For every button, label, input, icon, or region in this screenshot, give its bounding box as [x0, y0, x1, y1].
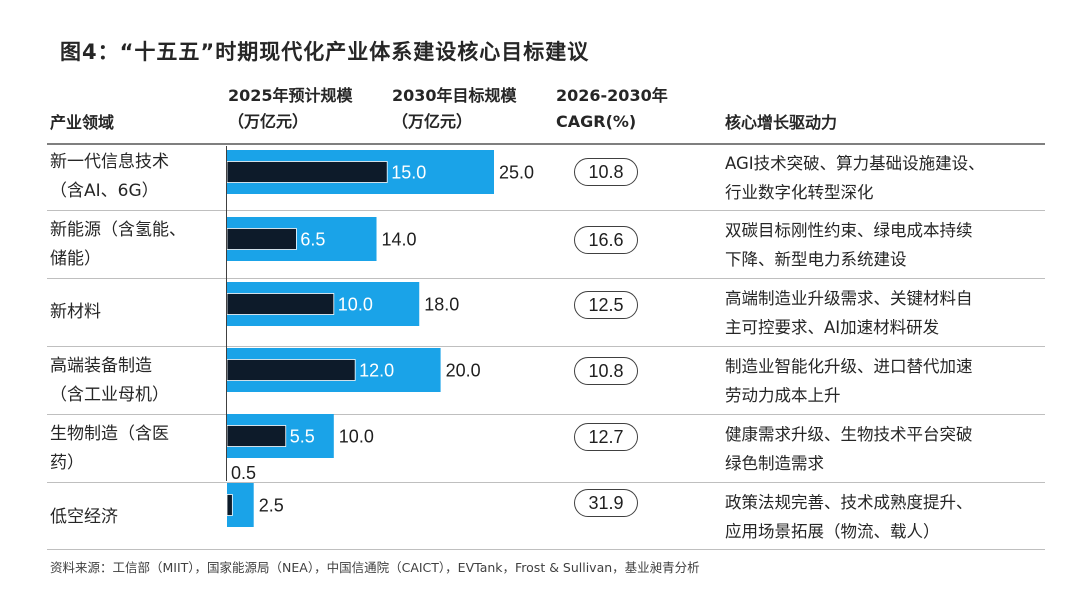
row-divider — [47, 482, 1045, 483]
header-drivers: 核心增长驱动力 — [725, 110, 837, 136]
source-note: 资料来源：工信部（MIIT），国家能源局（NEA），中国信通院（CAICT），E… — [50, 560, 700, 575]
row-label-line1: 高端装备制造 — [50, 356, 152, 376]
table-bottom-divider — [47, 549, 1045, 550]
bar-2025-value-label: 0.5 — [231, 463, 256, 483]
cagr-pill: 10.8 — [574, 158, 638, 186]
row-label-line1: 低空经济 — [50, 507, 118, 527]
header-domain-label: 产业领域 — [50, 113, 115, 132]
header-2030-line2: （万亿元） — [392, 112, 473, 131]
driver-line2: 绿色制造需求 — [725, 454, 824, 473]
cagr-pill: 12.5 — [574, 291, 638, 319]
bar-2025-value-label: 5.5 — [290, 427, 315, 447]
row-divider — [47, 414, 1045, 415]
header-domain: 产业领域 — [50, 110, 114, 136]
row-label-line2: （含工业母机） — [50, 385, 169, 405]
row-label-line2: 储能） — [50, 249, 101, 269]
driver-line2: 劳动力成本上升 — [725, 386, 841, 405]
bar-2025-value-label: 15.0 — [391, 163, 426, 183]
cagr-pill: 10.8 — [574, 357, 638, 385]
driver-text-new-materials: 高端制造业升级需求、关键材料自 主可控要求、AI加速材料研发 — [725, 284, 973, 342]
bar-2030-value-label: 14.0 — [382, 230, 417, 250]
driver-line1: 高端制造业升级需求、关键材料自 — [725, 289, 973, 308]
header-2025-line1: 2025年预计规模 — [228, 86, 353, 105]
driver-text-ict: AGI技术突破、算力基础设施建设、 行业数字化转型深化 — [725, 149, 985, 207]
row-label-bio-manufacturing: 生物制造（含医 药） — [50, 420, 169, 478]
bar-2030-value-label: 10.0 — [339, 427, 374, 447]
bar-2025-estimate — [226, 425, 287, 447]
bar-2025-estimate — [226, 494, 233, 516]
row-label-line1: 生物制造（含医 — [50, 424, 169, 444]
driver-line1: 双碳目标刚性约束、绿电成本持续 — [725, 221, 973, 240]
driver-line2: 行业数字化转型深化 — [725, 183, 874, 202]
driver-text-bio-manufacturing: 健康需求升级、生物技术平台突破 绿色制造需求 — [725, 420, 973, 478]
cagr-pill: 16.6 — [574, 226, 638, 254]
row-label-line1: 新能源（含氢能、 — [50, 220, 186, 240]
bar-2025-estimate — [226, 161, 388, 183]
bar-2025-estimate — [226, 228, 297, 250]
driver-text-high-end-equipment: 制造业智能化升级、进口替代加速 劳动力成本上升 — [725, 352, 973, 410]
header-2030-line1: 2030年目标规模 — [392, 86, 517, 105]
row-label-low-altitude: 低空经济 — [50, 503, 118, 532]
row-divider — [47, 278, 1045, 279]
bar-axis-line — [226, 146, 227, 481]
driver-line2: 应用场景拓展（物流、载人） — [725, 522, 940, 541]
driver-text-low-altitude: 政策法规完善、技术成熟度提升、 应用场景拓展（物流、载人） — [725, 488, 973, 546]
row-label-line2: （含AI、6G） — [50, 181, 159, 201]
row-label-high-end-equipment: 高端装备制造 （含工业母机） — [50, 352, 169, 410]
bar-2025-value-label: 10.0 — [338, 295, 373, 315]
driver-text-new-energy: 双碳目标刚性约束、绿电成本持续 下降、新型电力系统建设 — [725, 216, 973, 274]
row-divider — [47, 210, 1045, 211]
driver-line2: 下降、新型电力系统建设 — [725, 250, 907, 269]
row-label-ict: 新一代信息技术 （含AI、6G） — [50, 148, 169, 206]
header-drivers-label: 核心增长驱动力 — [725, 113, 838, 132]
header-2030: 2030年目标规模 （万亿元） — [392, 83, 517, 135]
bar-2025-value-label: 6.5 — [300, 230, 325, 250]
bar-2025-estimate — [226, 359, 356, 381]
header-cagr-line2: CAGR(%) — [556, 112, 637, 131]
driver-line1: 健康需求升级、生物技术平台突破 — [725, 425, 973, 444]
header-cagr: 2026-2030年 CAGR(%) — [556, 83, 668, 135]
bar-2025-estimate — [226, 293, 335, 315]
header-2025-line2: （万亿元） — [228, 112, 309, 131]
row-label-line2: 药） — [50, 453, 84, 473]
page-title: 图4：“十五五”时期现代化产业体系建设核心目标建议 — [60, 40, 590, 64]
row-label-line1: 新材料 — [50, 302, 101, 322]
driver-line1: AGI技术突破、算力基础设施建设、 — [725, 154, 985, 173]
driver-line1: 制造业智能化升级、进口替代加速 — [725, 357, 973, 376]
driver-line1: 政策法规完善、技术成熟度提升、 — [725, 493, 973, 512]
row-label-new-materials: 新材料 — [50, 298, 101, 327]
row-label-new-energy: 新能源（含氢能、 储能） — [50, 216, 186, 274]
bar-2030-value-label: 18.0 — [424, 295, 459, 315]
header-divider — [47, 143, 1045, 145]
driver-line2: 主可控要求、AI加速材料研发 — [725, 318, 940, 337]
bar-2025-value-label: 12.0 — [359, 361, 394, 381]
row-label-line1: 新一代信息技术 — [50, 152, 169, 172]
cagr-pill: 31.9 — [574, 489, 638, 517]
bar-2030-value-label: 2.5 — [259, 496, 284, 516]
header-cagr-line1: 2026-2030年 — [556, 86, 668, 105]
bar-2030-value-label: 20.0 — [446, 361, 481, 381]
row-divider — [47, 346, 1045, 347]
bar-2030-value-label: 25.0 — [499, 163, 534, 183]
header-2025: 2025年预计规模 （万亿元） — [228, 83, 353, 135]
cagr-pill: 12.7 — [574, 423, 638, 451]
